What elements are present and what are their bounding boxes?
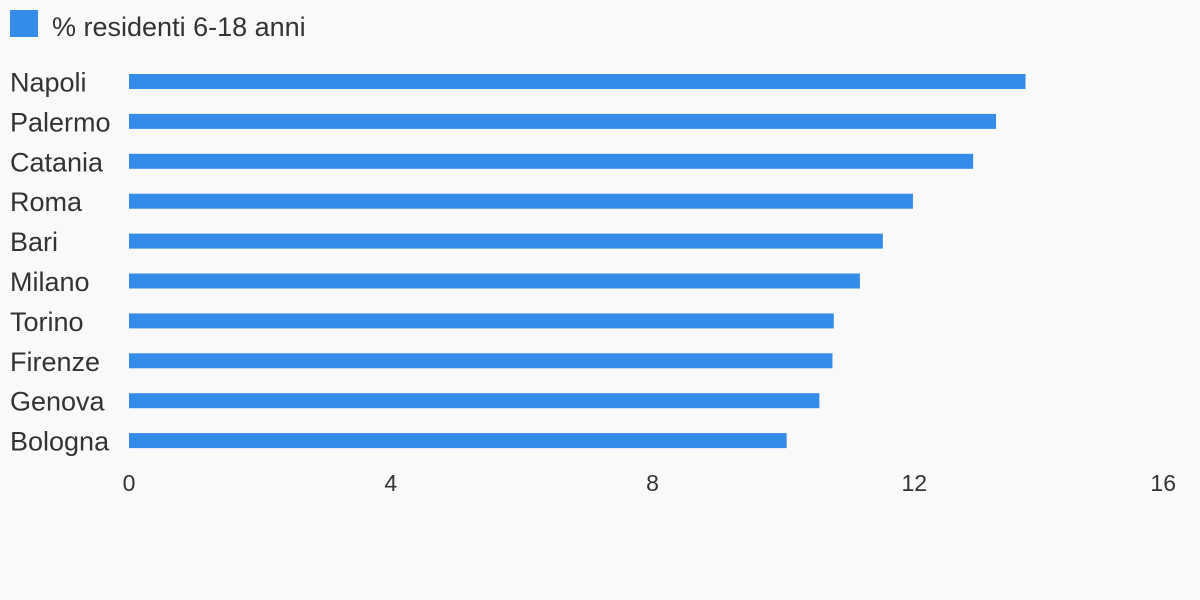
x-tick-label: 8 <box>646 470 659 496</box>
bar <box>129 233 883 249</box>
category-label: Roma <box>10 187 83 217</box>
x-tick-label: 4 <box>384 470 397 496</box>
bar <box>129 393 820 409</box>
legend-label: % residenti 6-18 anni <box>52 12 306 42</box>
bar <box>129 313 834 329</box>
legend-swatch <box>10 10 38 37</box>
bar <box>129 193 913 209</box>
category-labels: Napoli Palermo Catania Roma Bari Milano Torino… <box>10 68 111 457</box>
x-axis-ticks: 0 4 8 12 16 <box>123 470 1176 496</box>
bar <box>129 113 997 129</box>
category-label: Catania <box>10 147 104 177</box>
category-label: Bari <box>10 227 58 257</box>
x-tick-label: 12 <box>901 470 927 496</box>
category-label: Torino <box>10 307 84 337</box>
category-label: Genova <box>10 387 106 417</box>
category-label: Bologna <box>10 427 110 457</box>
bar <box>129 74 1026 89</box>
category-label: Napoli <box>10 68 87 98</box>
x-tick-label: 16 <box>1150 470 1176 496</box>
bar <box>129 433 787 449</box>
bar <box>129 153 974 169</box>
category-label: Firenze <box>10 347 100 377</box>
category-label: Palermo <box>10 107 111 137</box>
bars <box>129 74 1026 449</box>
legend: % residenti 6-18 anni <box>10 10 306 42</box>
bar <box>129 273 860 289</box>
bar <box>129 353 833 369</box>
category-label: Milano <box>10 267 90 297</box>
x-tick-label: 0 <box>123 470 136 496</box>
